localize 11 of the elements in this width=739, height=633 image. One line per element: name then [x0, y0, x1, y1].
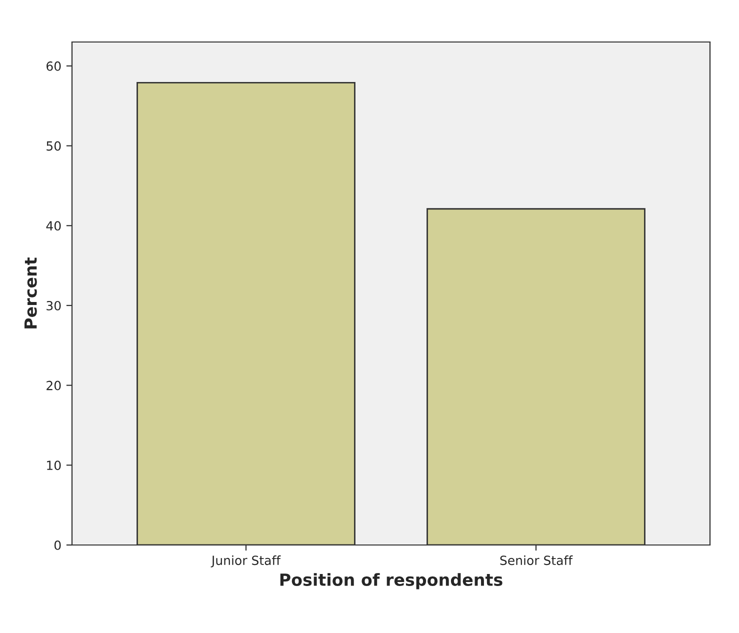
y-tick-label: 60 [46, 61, 61, 71]
x-tick-label: Junior Staff [210, 555, 281, 568]
y-tick-label: 0 [54, 540, 61, 550]
y-axis-title: Percent [24, 258, 37, 328]
y-tick-label: 20 [46, 380, 61, 390]
x-tick-label: Senior Staff [500, 555, 573, 566]
y-tick-label: 10 [47, 460, 61, 470]
y-tick-label: 40 [46, 221, 61, 231]
y-tick-label: 30 [46, 300, 61, 310]
y-tick-label: 50 [46, 141, 61, 151]
x-axis-title: Position of respondents [280, 573, 502, 590]
